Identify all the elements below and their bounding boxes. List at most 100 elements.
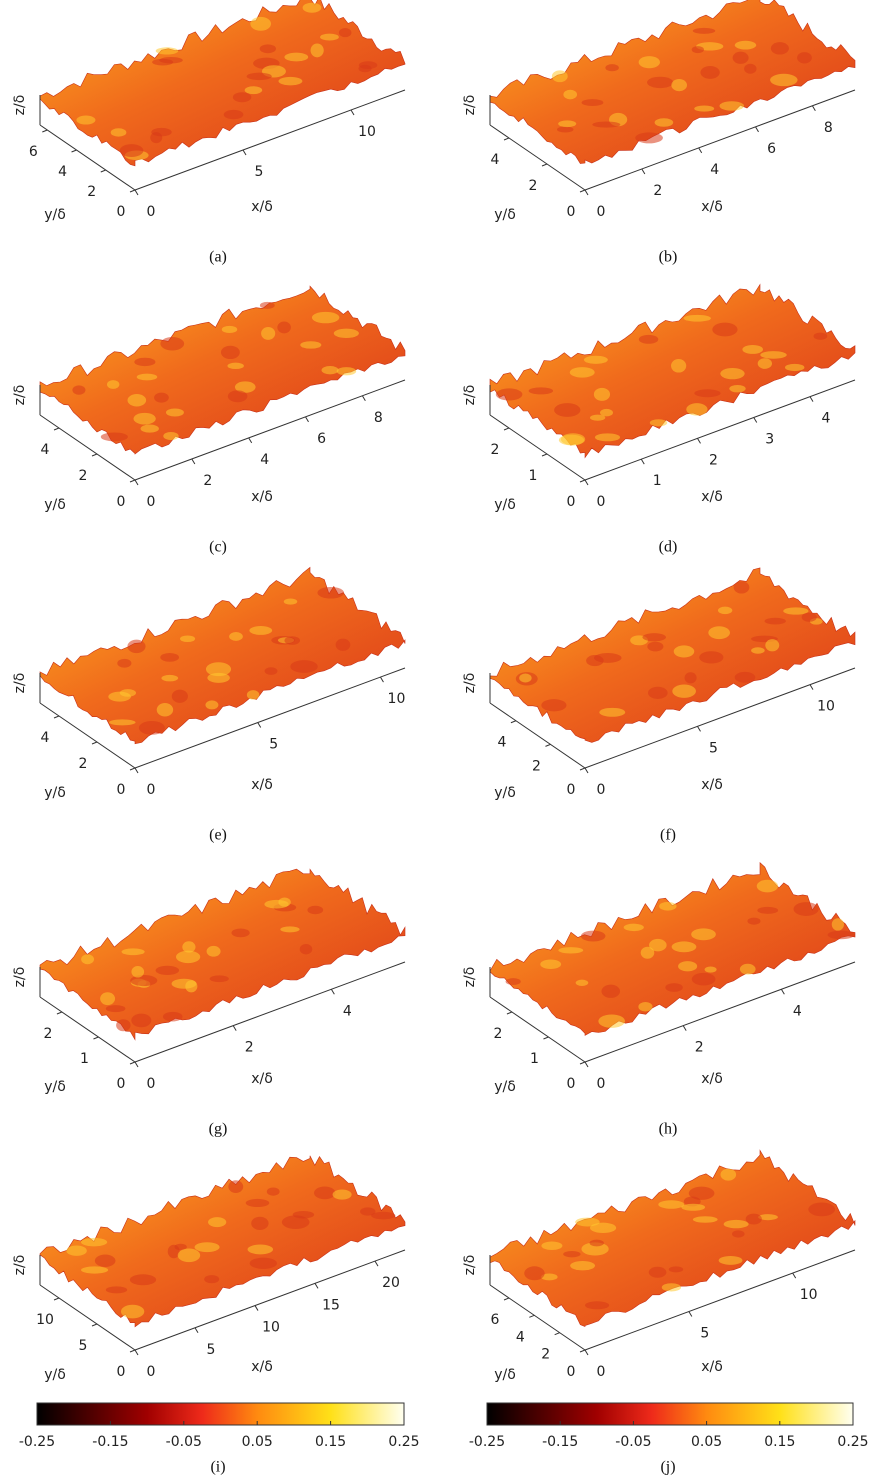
x-tick-label: 10 bbox=[800, 1287, 818, 1303]
surface-bump bbox=[261, 327, 275, 340]
surface-bump bbox=[260, 302, 275, 309]
surface-bump bbox=[635, 132, 663, 143]
surface-bump bbox=[672, 685, 696, 698]
y-tick bbox=[92, 454, 97, 456]
z-axis-label: z/δ bbox=[462, 673, 478, 694]
surface-bump bbox=[251, 1217, 268, 1230]
surface-bump bbox=[185, 980, 197, 992]
surface-bump bbox=[648, 687, 668, 699]
surface-bump bbox=[712, 323, 737, 337]
surface-bump bbox=[81, 1238, 107, 1246]
surface-bump bbox=[337, 367, 357, 375]
colorbar-tick-label: 0.15 bbox=[315, 1434, 346, 1450]
x-tick-label: 6 bbox=[767, 141, 776, 157]
surface-bump bbox=[678, 961, 697, 971]
x-tick bbox=[351, 110, 354, 115]
surface-bump bbox=[336, 639, 351, 651]
surface-bump bbox=[249, 626, 272, 635]
surface-bump bbox=[669, 1266, 683, 1272]
y-tick-label: 0 bbox=[117, 1364, 126, 1380]
x-tick bbox=[135, 768, 138, 773]
x-tick bbox=[642, 169, 645, 174]
x-axis-label: x/δ bbox=[251, 777, 273, 793]
surface-bump bbox=[207, 946, 221, 957]
surface-bump bbox=[598, 1014, 625, 1027]
y-axis-label: y/δ bbox=[494, 497, 516, 513]
y-tick bbox=[130, 768, 135, 770]
surface-bump bbox=[206, 662, 231, 676]
x-tick bbox=[331, 989, 334, 994]
panel: z/δ420y/δ02468x/δ(c) bbox=[12, 286, 405, 555]
x-tick-label: 5 bbox=[709, 740, 718, 756]
y-tick-label: 2 bbox=[79, 468, 88, 484]
y-tick bbox=[511, 721, 516, 723]
x-tick bbox=[754, 418, 757, 423]
surface-bump bbox=[134, 413, 156, 425]
surface-bump bbox=[160, 653, 179, 662]
z-axis-label: z/δ bbox=[12, 967, 28, 988]
x-axis-label: x/δ bbox=[701, 489, 723, 505]
surface-bump bbox=[81, 954, 94, 964]
surface-bump bbox=[814, 333, 828, 340]
surface-bump bbox=[247, 690, 259, 699]
y-tick-label: 0 bbox=[567, 1364, 576, 1380]
surface-bump bbox=[163, 1012, 183, 1022]
y-tick-label: 2 bbox=[43, 1026, 52, 1042]
surface-bump bbox=[156, 966, 180, 975]
x-tick-label: 5 bbox=[207, 1342, 216, 1358]
surface-bump bbox=[797, 52, 812, 63]
surface-bump bbox=[720, 368, 744, 379]
surface-bump bbox=[290, 660, 318, 673]
y-tick bbox=[580, 480, 585, 482]
surface-bump bbox=[300, 944, 313, 954]
colorbar-tick-label: -0.05 bbox=[166, 1434, 202, 1450]
y-tick-label: 2 bbox=[87, 184, 96, 200]
surface-bump bbox=[540, 959, 561, 968]
surface-bump bbox=[229, 632, 243, 641]
y-tick-label: 4 bbox=[516, 1329, 525, 1345]
surface-bump bbox=[589, 1240, 603, 1247]
x-tick bbox=[255, 1306, 258, 1311]
surface-bump bbox=[694, 105, 714, 111]
surface-bump bbox=[117, 659, 131, 668]
colorbar-tick-label: 0.05 bbox=[242, 1434, 273, 1450]
surface-bump bbox=[557, 126, 574, 132]
x-tick-label: 3 bbox=[765, 432, 774, 448]
colorbar-tick-label: 0.25 bbox=[388, 1434, 419, 1450]
x-tick-label: 1 bbox=[653, 473, 662, 489]
surface-bump bbox=[659, 902, 676, 911]
x-axis-label: x/δ bbox=[251, 1359, 273, 1375]
surface-bump bbox=[594, 388, 610, 401]
y-tick-label: 4 bbox=[497, 735, 506, 751]
caption: (e) bbox=[209, 827, 227, 844]
y-tick bbox=[54, 716, 59, 718]
surface-bump bbox=[107, 380, 119, 389]
surface-bump bbox=[127, 640, 145, 653]
colorbar-tick-label: 0.15 bbox=[764, 1434, 795, 1450]
surface-bump bbox=[721, 1169, 737, 1181]
x-tick bbox=[699, 148, 702, 153]
surface-bump bbox=[624, 924, 644, 931]
caption: (b) bbox=[659, 249, 678, 266]
surface-bump bbox=[131, 966, 144, 977]
surface-bump bbox=[284, 636, 300, 645]
surface-bump bbox=[832, 918, 844, 930]
surface-bump bbox=[647, 77, 673, 88]
surface-bump bbox=[312, 312, 339, 323]
x-tick bbox=[781, 989, 784, 994]
caption: (f) bbox=[660, 827, 676, 844]
caption: (i) bbox=[210, 1459, 225, 1476]
y-tick-label: 5 bbox=[79, 1338, 88, 1354]
surface-bump bbox=[322, 366, 339, 374]
surface-bump bbox=[265, 667, 278, 675]
surface-bump bbox=[719, 101, 744, 110]
x-tick bbox=[810, 685, 813, 690]
surface-bump bbox=[151, 128, 171, 137]
surface-bump bbox=[729, 385, 745, 392]
surface-bump bbox=[320, 34, 339, 41]
surface-bump bbox=[116, 1019, 130, 1031]
x-tick bbox=[585, 768, 588, 773]
x-tick bbox=[306, 417, 309, 422]
